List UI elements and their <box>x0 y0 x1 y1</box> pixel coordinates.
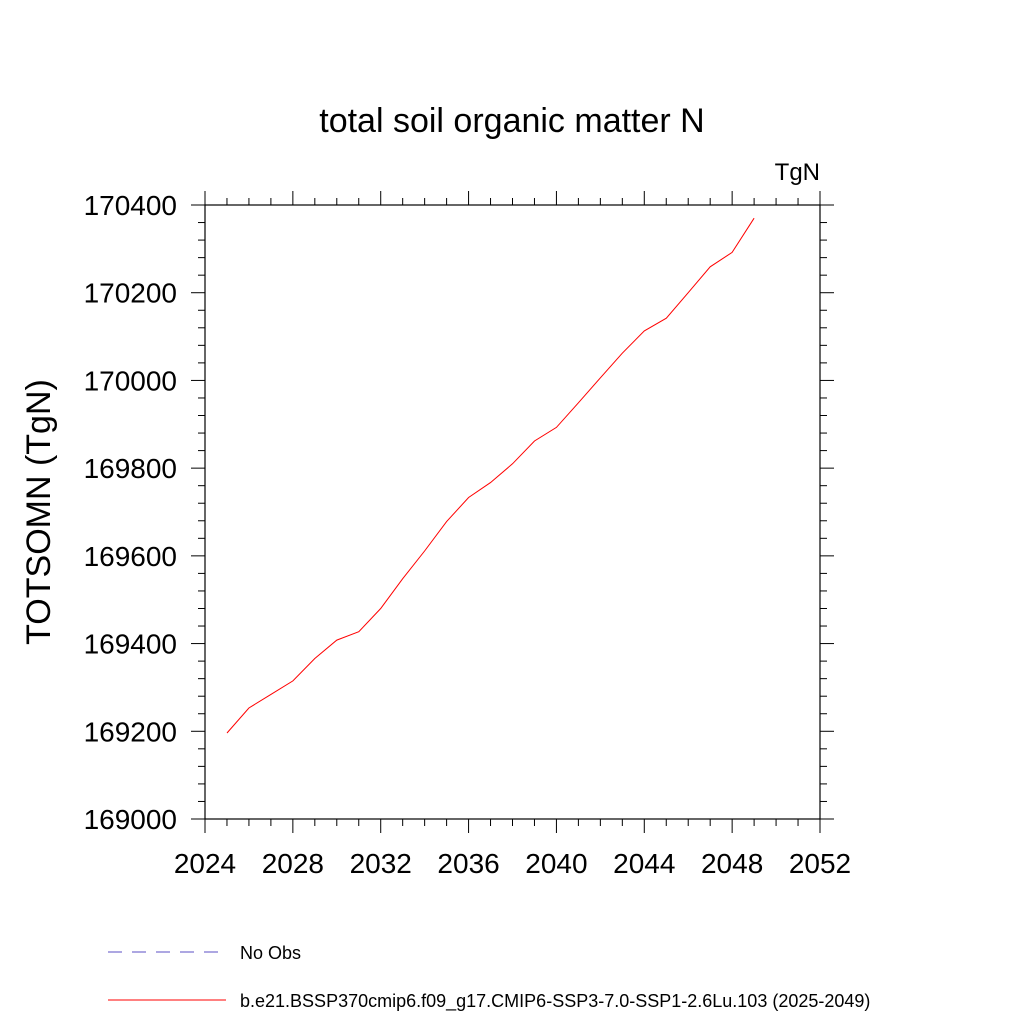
x-tick-label: 2040 <box>525 848 587 879</box>
plot-frame <box>204 204 821 820</box>
x-tick-label: 2052 <box>789 848 851 879</box>
y-tick-label: 169400 <box>84 629 177 660</box>
chart-title: total soil organic matter N <box>319 102 705 140</box>
y-tick-label: 169600 <box>84 541 177 572</box>
x-tick-label: 2024 <box>174 848 236 879</box>
units-label: TgN <box>775 159 820 186</box>
y-axis-label: TOTSOMN (TgN) <box>20 379 58 645</box>
x-tick-label: 2036 <box>437 848 499 879</box>
axis-ticks <box>191 191 834 833</box>
y-tick-label: 170400 <box>84 190 177 221</box>
y-tick-label: 170200 <box>84 278 177 309</box>
legend-label-no-obs: No Obs <box>240 943 301 963</box>
series-line-0 <box>226 217 755 734</box>
y-tick-label: 170000 <box>84 365 177 396</box>
axis-tick-labels: 2024 2028 2032 2036 2040 2044 2048 2052 169000 16… <box>84 190 852 879</box>
y-tick-label: 169800 <box>84 453 177 484</box>
x-tick-label: 2048 <box>701 848 763 879</box>
x-tick-label: 2044 <box>613 848 675 879</box>
y-tick-label: 169200 <box>84 716 177 747</box>
legend: No Obs b.e21.BSSP370cmip6.f09_g17.CMIP6-… <box>108 943 870 1012</box>
x-tick-label: 2028 <box>262 848 324 879</box>
series-layer <box>226 217 755 734</box>
x-tick-label: 2032 <box>350 848 412 879</box>
y-tick-label: 169000 <box>84 804 177 835</box>
legend-label-series: b.e21.BSSP370cmip6.f09_g17.CMIP6-SSP3-7.… <box>240 991 870 1012</box>
